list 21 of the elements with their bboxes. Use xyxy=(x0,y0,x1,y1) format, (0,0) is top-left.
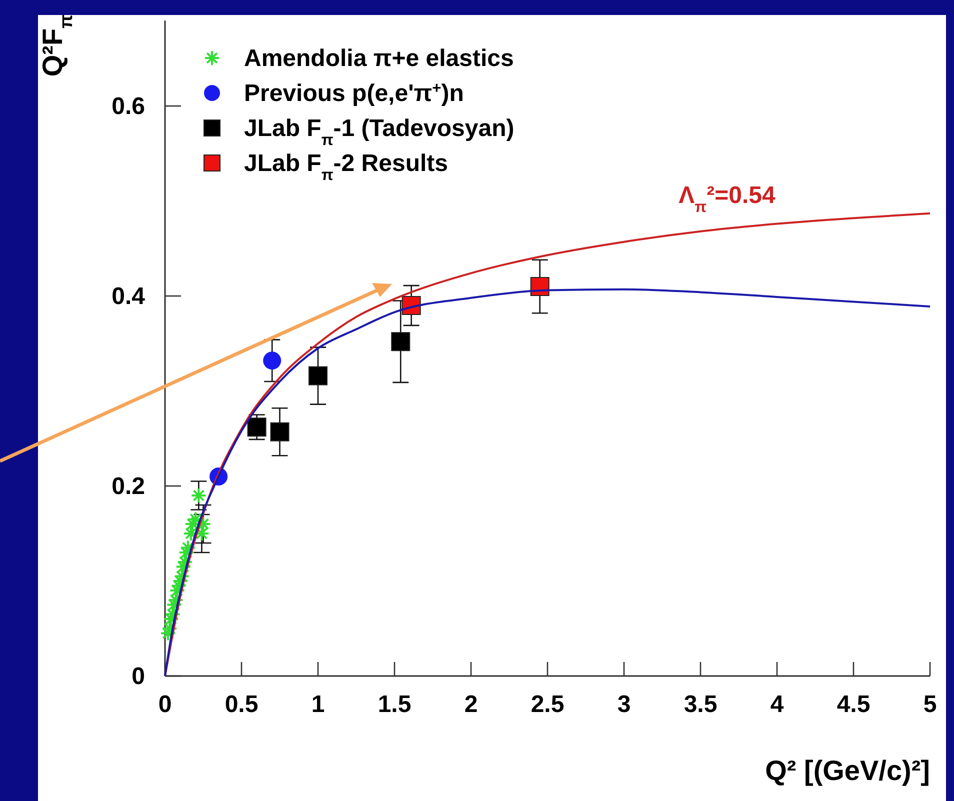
legend-label: JLab F$_{π}$-1 (Tadevosyan) xyxy=(244,115,514,148)
y-tick-label: 0.4 xyxy=(112,283,146,310)
x-tick-label: 1 xyxy=(311,691,325,718)
x-tick-label: 3.5 xyxy=(684,691,718,718)
y-tick-label: 0.2 xyxy=(112,473,145,500)
legend-label: Amendolia π+e elastics xyxy=(244,45,514,72)
x-tick-label: 4.5 xyxy=(836,691,870,718)
x-tick-label: 2 xyxy=(464,691,478,718)
legend-label: JLab F$_{π}$-2 Results xyxy=(244,150,448,184)
annotation: Λ$_{π}$²=0.54 xyxy=(678,182,776,216)
y-tick-label: 0.6 xyxy=(112,93,145,120)
y-tick-label: 0 xyxy=(132,663,145,690)
x-tick-label: 1.5 xyxy=(378,691,412,718)
x-axis-title: Q² [(GeV/c)²] xyxy=(765,755,930,786)
x-tick-label: 0 xyxy=(158,691,172,718)
x-tick-label: 4 xyxy=(770,691,784,718)
legend-label: Previous p(e,e'π$^{+}$)n xyxy=(244,80,464,107)
x-tick-label: 0.5 xyxy=(224,691,258,718)
x-tick-label: 2.5 xyxy=(530,691,564,718)
x-tick-label: 5 xyxy=(923,691,937,718)
x-tick-label: 3 xyxy=(617,691,631,718)
